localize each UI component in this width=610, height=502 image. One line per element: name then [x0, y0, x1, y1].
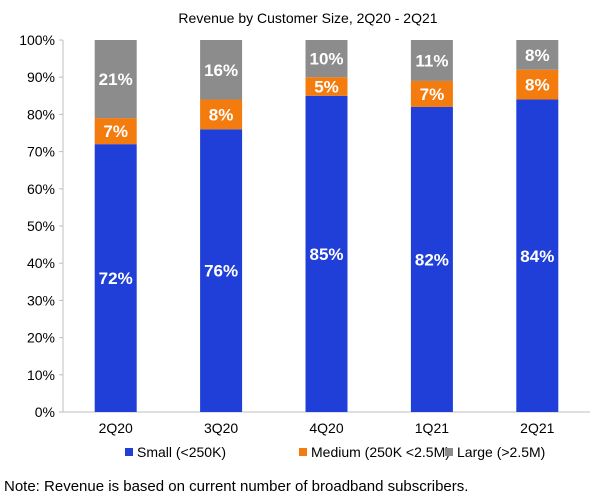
- legend: Small (<250K) Medium (250K <2.5M) Large (>…: [125, 444, 545, 460]
- legend-swatch: [299, 448, 307, 456]
- y-axis-ticks: 0% 10% 20% 30% 40% 50% 60% 70% 80% 90% 100%: [19, 32, 63, 420]
- data-label: 7%: [103, 122, 128, 141]
- data-label: 76%: [204, 262, 238, 281]
- data-label: 8%: [525, 76, 550, 95]
- data-label: 85%: [309, 245, 343, 264]
- x-tick-label: 3Q20: [204, 420, 238, 436]
- x-tick-label: 2Q20: [99, 420, 133, 436]
- chart-title: Revenue by Customer Size, 2Q20 - 2Q21: [178, 10, 437, 26]
- legend-swatch: [125, 448, 133, 456]
- bar-segment-2q20-large: [94, 40, 137, 119]
- bar-segment-2q20-medium: [94, 118, 137, 145]
- stacked-bar-chart: Revenue by Customer Size, 2Q20 - 2Q21 0%…: [19, 10, 590, 460]
- bar-segment-4q20-large: [305, 40, 348, 78]
- data-label: 84%: [520, 247, 554, 266]
- y-tick-label: 80%: [27, 106, 55, 122]
- legend-swatch: [445, 448, 453, 456]
- data-label: 8%: [525, 46, 550, 65]
- data-label: 11%: [415, 51, 448, 70]
- data-label: 16%: [204, 61, 238, 80]
- footnote: Note: Revenue is based on current number…: [4, 478, 469, 495]
- y-tick-label: 60%: [27, 181, 55, 197]
- x-tick-label: 2Q21: [520, 420, 554, 436]
- data-label: 5%: [314, 78, 339, 97]
- bar-segment-4q20-small: [305, 95, 348, 413]
- data-label: 7%: [420, 85, 445, 104]
- x-axis-ticks: 2Q20 3Q20 4Q20 1Q21 2Q21: [99, 420, 555, 436]
- legend-label: Medium (250K <2.5M): [311, 444, 450, 460]
- bar-segment-2q21-small: [516, 99, 559, 413]
- bars: 72% 7% 21% 76% 8% 16% 85% 5% 10% 82% 7% 11% 84% 8% 8%: [94, 40, 559, 413]
- y-tick-label: 0%: [35, 404, 55, 420]
- bar-segment-4q20-medium: [305, 77, 348, 96]
- data-label: 8%: [209, 105, 234, 124]
- y-tick-label: 40%: [27, 255, 55, 271]
- y-tick-label: 30%: [27, 292, 55, 308]
- x-tick-label: 4Q20: [309, 420, 343, 436]
- bar-segment-2q21-large: [516, 40, 559, 70]
- bar-segment-3q20-small: [200, 129, 243, 412]
- bar-segment-2q20-small: [94, 144, 137, 412]
- y-tick-label: 20%: [27, 330, 55, 346]
- y-tick-label: 10%: [27, 367, 55, 383]
- x-tick-label: 1Q21: [415, 420, 449, 436]
- bar-segment-1q21-medium: [410, 80, 453, 107]
- y-tick-label: 70%: [27, 144, 55, 160]
- y-tick-label: 90%: [27, 69, 55, 85]
- y-tick-label: 50%: [27, 218, 55, 234]
- bar-segment-3q20-medium: [200, 99, 243, 130]
- legend-label: Large (>2.5M): [457, 444, 545, 460]
- y-tick-label: 100%: [19, 32, 55, 48]
- data-label: 21%: [99, 70, 133, 89]
- data-label: 10%: [309, 50, 343, 69]
- bar-segment-1q21-large: [410, 40, 453, 81]
- bar-segment-1q21-small: [410, 106, 453, 413]
- data-label: 72%: [99, 269, 133, 288]
- bar-segment-3q20-large: [200, 40, 243, 100]
- data-label: 82%: [415, 250, 449, 269]
- bar-segment-2q21-medium: [516, 69, 559, 100]
- legend-label: Small (<250K): [137, 444, 226, 460]
